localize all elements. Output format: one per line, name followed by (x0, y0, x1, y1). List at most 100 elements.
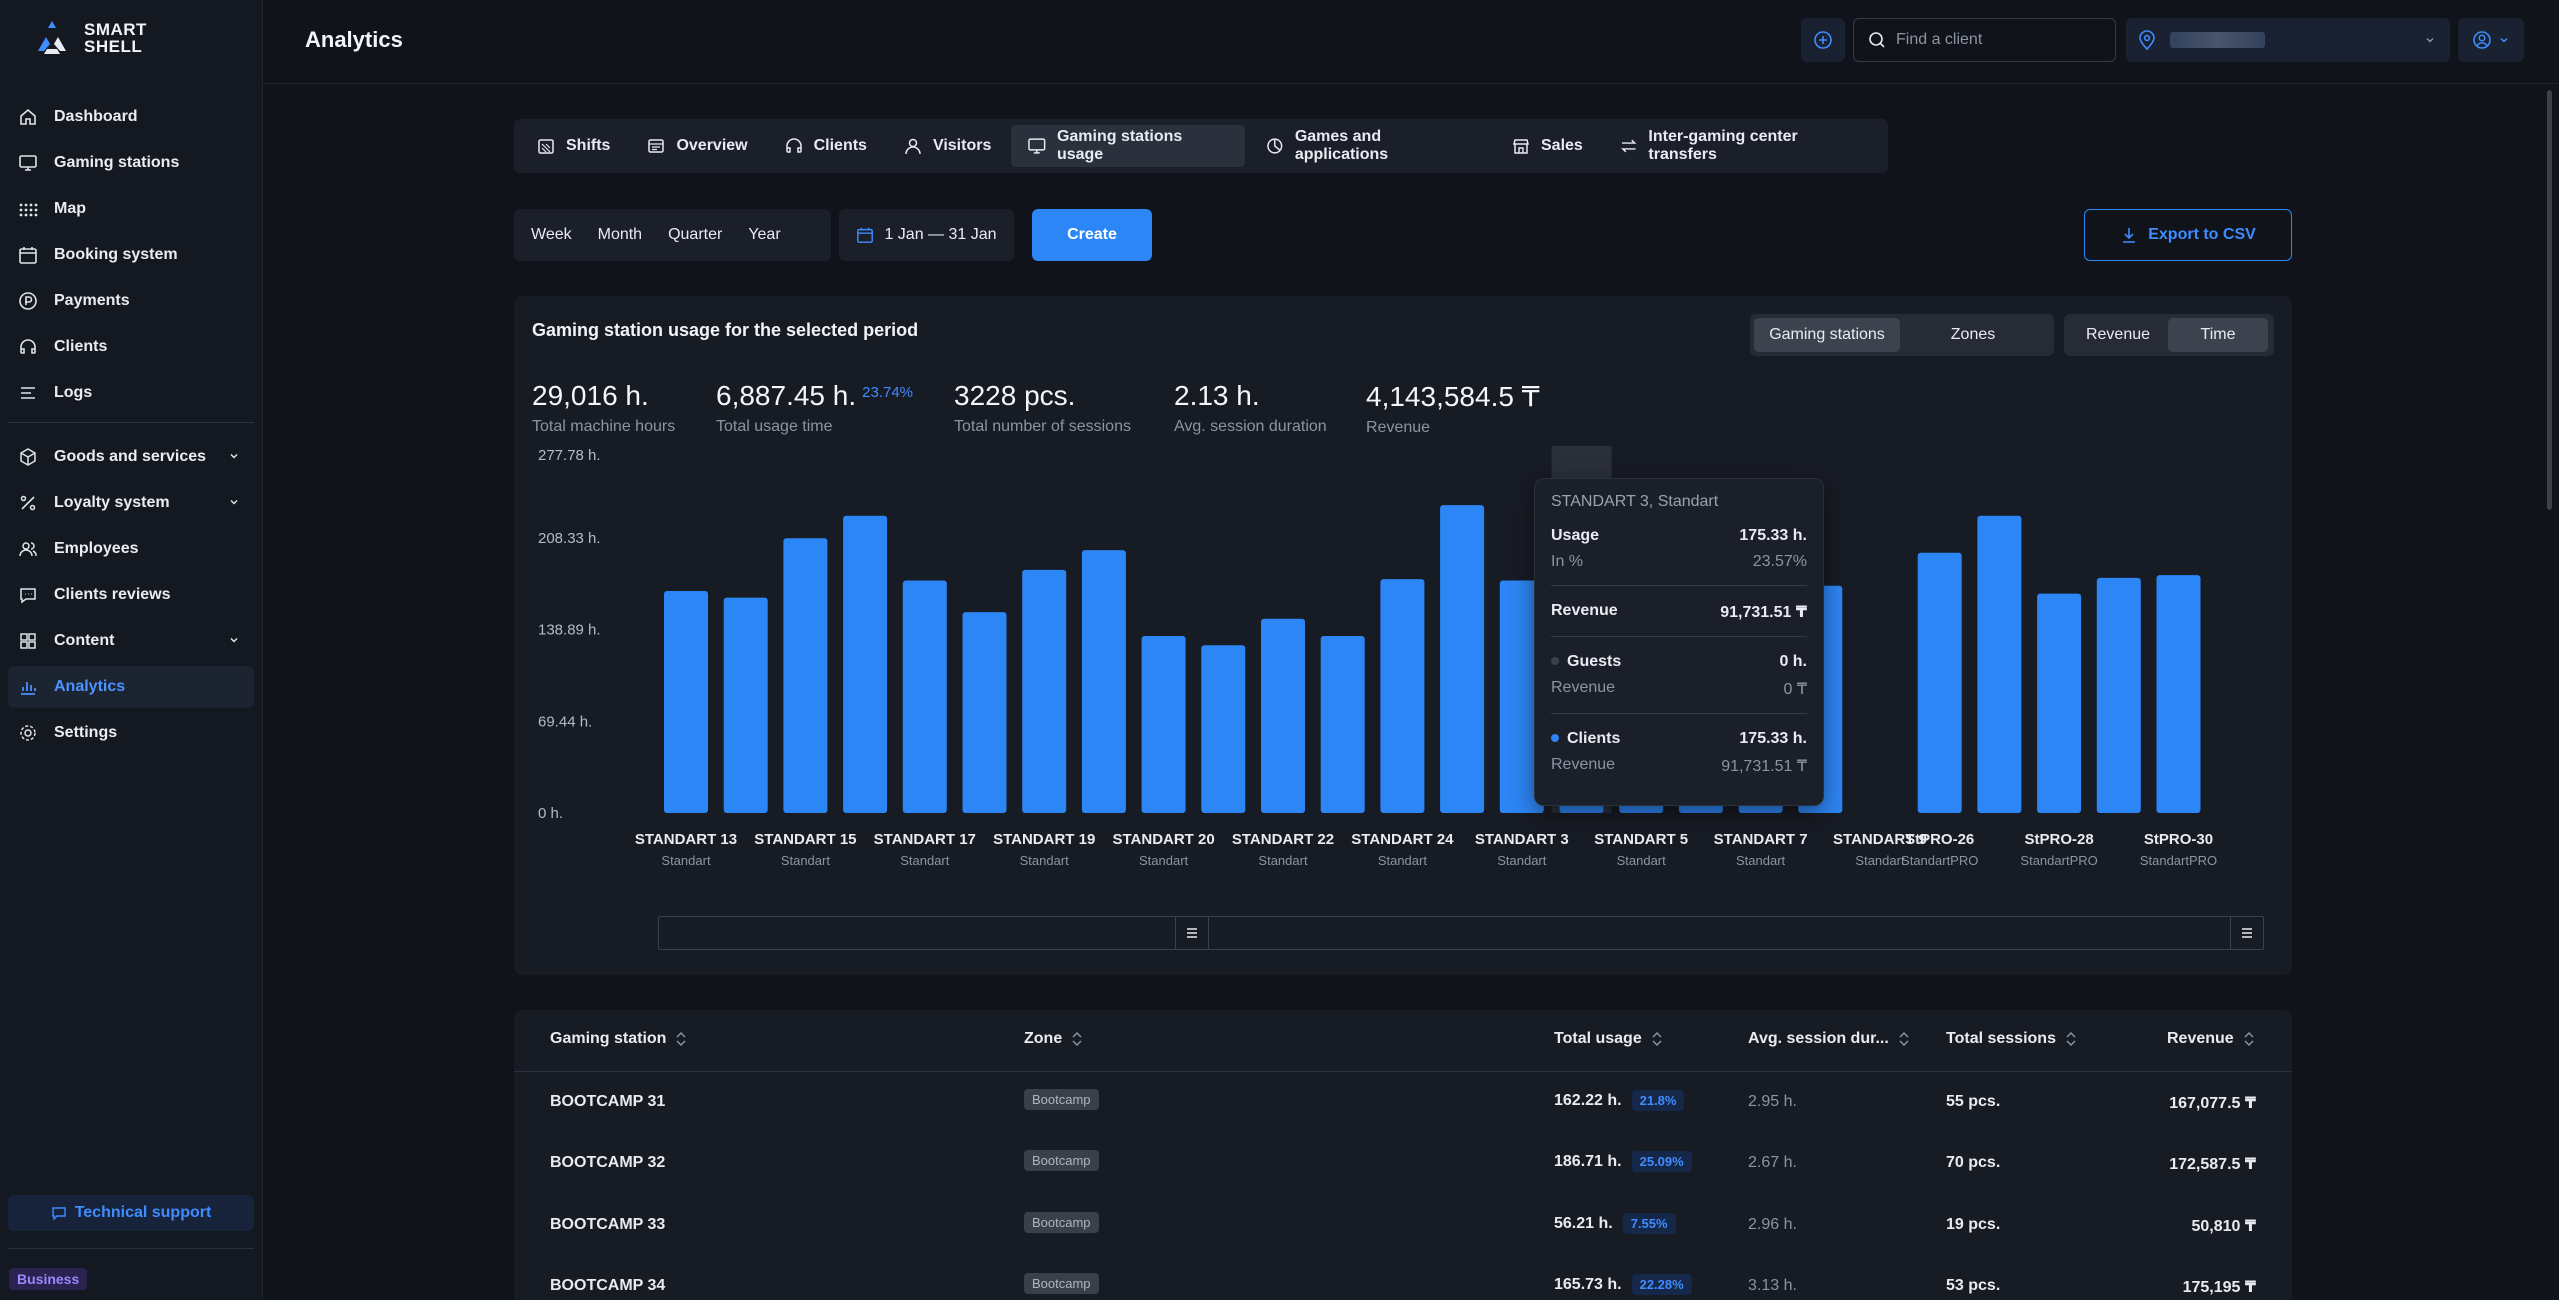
chart-bar (902, 580, 947, 813)
tooltip-pct-label: In % (1551, 553, 1584, 570)
column-header-total-sessions[interactable]: Total sessions (1946, 1030, 2076, 1048)
tab-visitors[interactable]: Visitors (887, 125, 1007, 167)
tab-games-and-applications[interactable]: Games and applications (1249, 125, 1491, 167)
sidebar-item-label: Gaming stations (54, 154, 180, 171)
column-header-total-usage[interactable]: Total usage (1554, 1030, 1662, 1048)
chevron-down-icon (2500, 37, 2508, 43)
client-search[interactable] (1853, 18, 2116, 62)
chart-bar (1917, 552, 1962, 813)
tab-shifts[interactable]: Shifts (520, 125, 626, 167)
tooltip-usage-value: 175.33 h. (1739, 527, 1807, 544)
location-select[interactable] (2126, 18, 2450, 62)
chart-range-scrollbar[interactable] (658, 916, 2264, 950)
sidebar-item-clients-reviews[interactable]: Clients reviews (8, 574, 254, 616)
create-button[interactable]: Create (1032, 209, 1152, 261)
toggle-gaming-stations[interactable]: Gaming stations (1754, 318, 1900, 352)
search-input[interactable] (1896, 31, 2096, 49)
cell-station: BOOTCAMP 33 (550, 1216, 666, 1233)
table-row[interactable]: BOOTCAMP 31 Bootcamp 162.22 h. 21.8% 2.95… (514, 1072, 2292, 1133)
tab-label: Overview (676, 137, 748, 154)
range-handle-left[interactable] (1175, 917, 1209, 949)
sidebar-item-goods-and-services[interactable]: Goods and services (8, 436, 254, 478)
x-tick-zone-label: Standart (1497, 853, 1547, 868)
y-tick-label: 0 h. (538, 805, 563, 822)
zone-badge: Bootcamp (1024, 1150, 1099, 1171)
sidebar-item-settings[interactable]: Settings (8, 712, 254, 754)
column-header-zone[interactable]: Zone (1024, 1030, 1082, 1048)
sort-icon (1899, 1031, 1909, 1047)
x-tick-label: STANDART 13 (635, 831, 737, 848)
sidebar-item-label: Analytics (54, 678, 126, 695)
zone-badge: Bootcamp (1024, 1089, 1099, 1110)
toggle-time[interactable]: Time (2168, 318, 2268, 352)
tab-inter-gaming-center-transfers[interactable]: Inter-gaming center transfers (1603, 125, 1882, 167)
search-icon (1869, 32, 1885, 48)
brand-name: SMART SHELL (84, 20, 147, 56)
sidebar-item-logs[interactable]: Logs (8, 372, 254, 414)
add-button[interactable] (1801, 18, 1845, 62)
export-csv-button[interactable]: Export to CSV (2084, 209, 2292, 261)
sidebar-item-payments[interactable]: Payments (8, 280, 254, 322)
sidebar-item-label: Payments (54, 292, 130, 309)
column-header-label: Avg. session dur... (1748, 1030, 1889, 1047)
sidebar-item-loyalty-system[interactable]: Loyalty system (8, 482, 254, 524)
sidebar-item-clients[interactable]: Clients (8, 326, 254, 368)
table-header-divider (514, 1071, 2292, 1072)
date-range-picker[interactable]: 1 Jan — 31 Jan (839, 209, 1014, 261)
x-tick-zone-label: StandartPRO (2140, 853, 2217, 868)
sidebar-item-label: Clients reviews (54, 586, 171, 603)
tooltip-guests-label: Guests (1567, 653, 1622, 670)
x-tick-label: STANDART 7 (1714, 831, 1808, 848)
table-row[interactable]: BOOTCAMP 32 Bootcamp 186.71 h. 25.09% 2.6… (514, 1133, 2292, 1194)
tab-overview[interactable]: Overview (630, 125, 763, 167)
sidebar-item-dashboard[interactable]: Dashboard (8, 96, 254, 138)
sidebar-item-gaming-stations[interactable]: Gaming stations (8, 142, 254, 184)
period-year[interactable]: Year (748, 226, 781, 243)
technical-support-button[interactable]: Technical support (8, 1195, 254, 1231)
column-header-revenue[interactable]: Revenue (2167, 1030, 2254, 1048)
range-handle-right[interactable] (2230, 917, 2264, 949)
x-tick-label: STANDART 19 (993, 831, 1095, 848)
tab-clients[interactable]: Clients (768, 125, 883, 167)
x-tick-zone-label: Standart (1139, 853, 1189, 868)
sort-icon (1652, 1031, 1662, 1047)
column-header-gaming-station[interactable]: Gaming station (550, 1030, 686, 1048)
monitor-icon (1028, 138, 1046, 154)
tooltip-clients-value: 175.33 h. (1739, 730, 1807, 747)
sidebar-item-booking-system[interactable]: Booking system (8, 234, 254, 276)
sidebar-item-content[interactable]: Content (8, 620, 254, 662)
table-row[interactable]: BOOTCAMP 34 Bootcamp 165.73 h. 22.28% 3.1… (514, 1256, 2292, 1300)
chart-bar (1261, 618, 1305, 813)
headset-icon (18, 337, 38, 357)
tab-sales[interactable]: Sales (1495, 125, 1599, 167)
period-month[interactable]: Month (597, 226, 643, 243)
page-scrollbar[interactable] (2547, 90, 2552, 510)
chart-bar (1201, 645, 1246, 813)
home-icon (18, 107, 38, 127)
tooltip-usage-label: Usage (1551, 527, 1600, 544)
column-header-avg-session-duration[interactable]: Avg. session dur... (1748, 1030, 1909, 1048)
stat-value: 2.13 h. (1174, 380, 1260, 411)
menu-icon (2242, 928, 2252, 938)
tab-gaming-stations-usage[interactable]: Gaming stations usage (1011, 125, 1246, 167)
sidebar-item-analytics[interactable]: Analytics (8, 666, 254, 708)
period-week[interactable]: Week (531, 226, 572, 243)
clients-legend-dot (1551, 734, 1559, 742)
user-menu-button[interactable] (2458, 18, 2524, 62)
table-row[interactable]: BOOTCAMP 33 Bootcamp 56.21 h. 7.55% 2.96 … (514, 1195, 2292, 1256)
sidebar-item-map[interactable]: Map (8, 188, 254, 230)
usage-bar-chart-svg: 0 h. 69.44 h. 138.89 h. 208.33 h. 277.78 h. S… (538, 446, 2217, 868)
x-tick-zone-label: Standart (1020, 853, 1070, 868)
toggle-zones[interactable]: Zones (1950, 326, 1996, 343)
period-quarter[interactable]: Quarter (668, 226, 723, 243)
sidebar-item-employees[interactable]: Employees (8, 528, 254, 570)
chart-bar (2156, 575, 2201, 813)
chat-icon (51, 1207, 66, 1221)
chart-bar (723, 597, 768, 813)
calendar-icon (18, 245, 38, 265)
brand-logo[interactable]: SMART SHELL (32, 18, 147, 58)
grid-dots-icon (18, 199, 38, 219)
sort-icon (2244, 1031, 2254, 1047)
toggle-revenue[interactable]: Revenue (2085, 326, 2151, 343)
tooltip-divider (1551, 585, 1807, 586)
